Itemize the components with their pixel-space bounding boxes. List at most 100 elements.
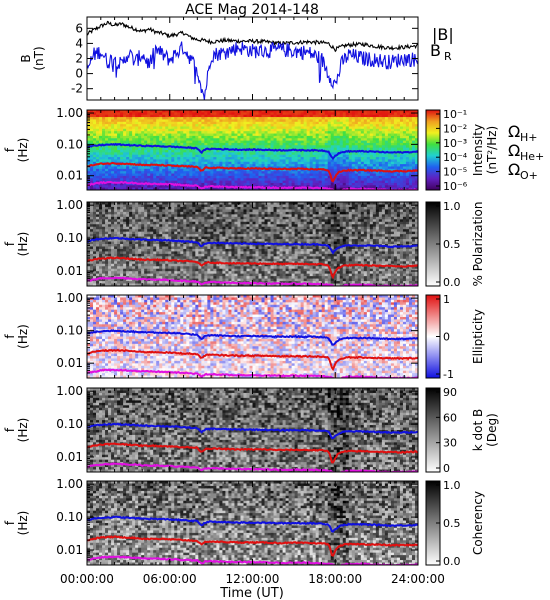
heatmap-cell	[366, 161, 371, 165]
heatmap-cell	[147, 159, 151, 163]
heatmap-cell	[180, 231, 184, 235]
heatmap-cell	[87, 211, 91, 215]
heatmap-cell	[342, 154, 347, 158]
heatmap-cell	[177, 175, 181, 179]
heatmap-cell	[201, 159, 205, 163]
heatmap-cell	[252, 112, 256, 116]
heatmap-cell	[264, 124, 268, 127]
heatmap-cell	[321, 140, 326, 144]
heatmap-cell	[141, 142, 145, 146]
heatmap-cell	[138, 202, 142, 205]
heatmap-cell	[192, 154, 196, 158]
heatmap-cell	[378, 185, 383, 189]
heatmap-cell	[159, 147, 163, 151]
heatmap-cell	[231, 110, 235, 113]
heatmap-cell	[252, 119, 256, 123]
heatmap-cell	[189, 110, 193, 113]
heatmap-cell	[123, 216, 127, 220]
heatmap-cell	[369, 164, 374, 167]
heatmap-cell	[96, 159, 100, 163]
heatmap-cell	[135, 211, 139, 215]
heatmap-cell	[117, 117, 121, 120]
heatmap-cell	[213, 178, 217, 181]
heatmap-cell	[342, 138, 347, 141]
heatmap-cell	[255, 157, 259, 160]
heatmap-cell	[240, 112, 244, 116]
heatmap-cell	[141, 244, 145, 247]
heatmap-cell	[237, 114, 241, 118]
heatmap-cell	[153, 234, 157, 237]
heatmap-cell	[99, 214, 103, 218]
heatmap-cell	[102, 131, 106, 134]
heatmap-cell	[279, 180, 283, 184]
heatmap-cell	[156, 209, 160, 213]
heatmap-cell	[276, 154, 280, 158]
heatmap-cell	[114, 112, 118, 116]
heatmap-cell	[303, 161, 308, 165]
heatmap-cell	[192, 126, 196, 130]
heatmap-cell	[315, 114, 320, 118]
heatmap-cell	[276, 150, 280, 153]
heatmap-cell	[144, 128, 148, 132]
heatmap-cell	[87, 112, 91, 116]
heatmap-cell	[267, 152, 271, 156]
heatmap-cell	[315, 180, 320, 184]
heatmap-cell	[111, 224, 115, 228]
heatmap-cell	[159, 236, 163, 240]
heatmap-cell	[297, 150, 302, 153]
heatmap-cell	[252, 173, 256, 177]
heatmap-cell	[162, 173, 166, 177]
heatmap-cell	[234, 164, 238, 167]
heatmap-cell	[252, 121, 256, 125]
heatmap-cell	[114, 214, 118, 218]
heatmap-cell	[132, 126, 136, 130]
heatmap-cell	[201, 138, 205, 141]
heatmap-cell	[198, 114, 202, 118]
heatmap-cell	[240, 164, 244, 167]
heatmap-cell	[288, 124, 293, 127]
heatmap-cell	[408, 157, 413, 160]
heatmap-cell	[378, 147, 383, 151]
heatmap-cell	[360, 114, 365, 118]
heatmap-cell	[165, 229, 169, 233]
heatmap-cell	[102, 117, 106, 120]
heatmap-cell	[159, 121, 163, 125]
heatmap-cell	[333, 124, 338, 127]
y-tick-label: 0	[75, 67, 83, 81]
heatmap-cell	[174, 271, 178, 275]
heatmap-cell	[171, 114, 175, 118]
heatmap-cell	[93, 251, 97, 255]
heatmap-cell	[381, 147, 386, 151]
heatmap-cell	[147, 216, 151, 220]
heatmap-cell	[108, 231, 112, 235]
heatmap-cell	[105, 187, 109, 190]
heatmap-cell	[99, 281, 103, 284]
heatmap-cell	[135, 246, 139, 250]
heatmap-cell	[132, 263, 136, 267]
heatmap-cell	[243, 114, 247, 118]
heatmap-cell	[300, 173, 305, 177]
heatmap-cell	[180, 202, 184, 205]
heatmap-cell	[327, 133, 332, 137]
heatmap-cell	[174, 187, 178, 190]
heatmap-cell	[159, 229, 163, 233]
heatmap-cell	[396, 175, 401, 179]
heatmap-cell	[360, 154, 365, 158]
heatmap-cell	[129, 112, 133, 116]
heatmap-cell	[174, 117, 178, 120]
heatmap-cell	[279, 152, 283, 156]
heatmap-cell	[96, 261, 100, 265]
heatmap-cell	[222, 173, 226, 177]
heatmap-cell	[405, 147, 410, 151]
heatmap-cell	[183, 117, 187, 120]
heatmap-cell	[90, 171, 94, 174]
heatmap-cell	[324, 147, 329, 151]
heatmap-cell	[153, 150, 157, 153]
heatmap-cell	[135, 128, 139, 132]
heatmap-cell	[93, 157, 97, 160]
heatmap-cell	[276, 168, 280, 172]
heatmap-cell	[159, 180, 163, 184]
heatmap-cell	[186, 187, 190, 190]
heatmap-cell	[96, 117, 100, 120]
heatmap-cell	[339, 114, 344, 118]
